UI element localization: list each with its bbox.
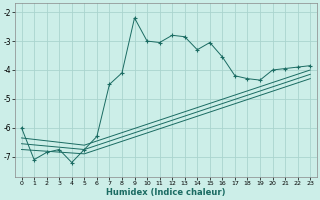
X-axis label: Humidex (Indice chaleur): Humidex (Indice chaleur) <box>106 188 226 197</box>
